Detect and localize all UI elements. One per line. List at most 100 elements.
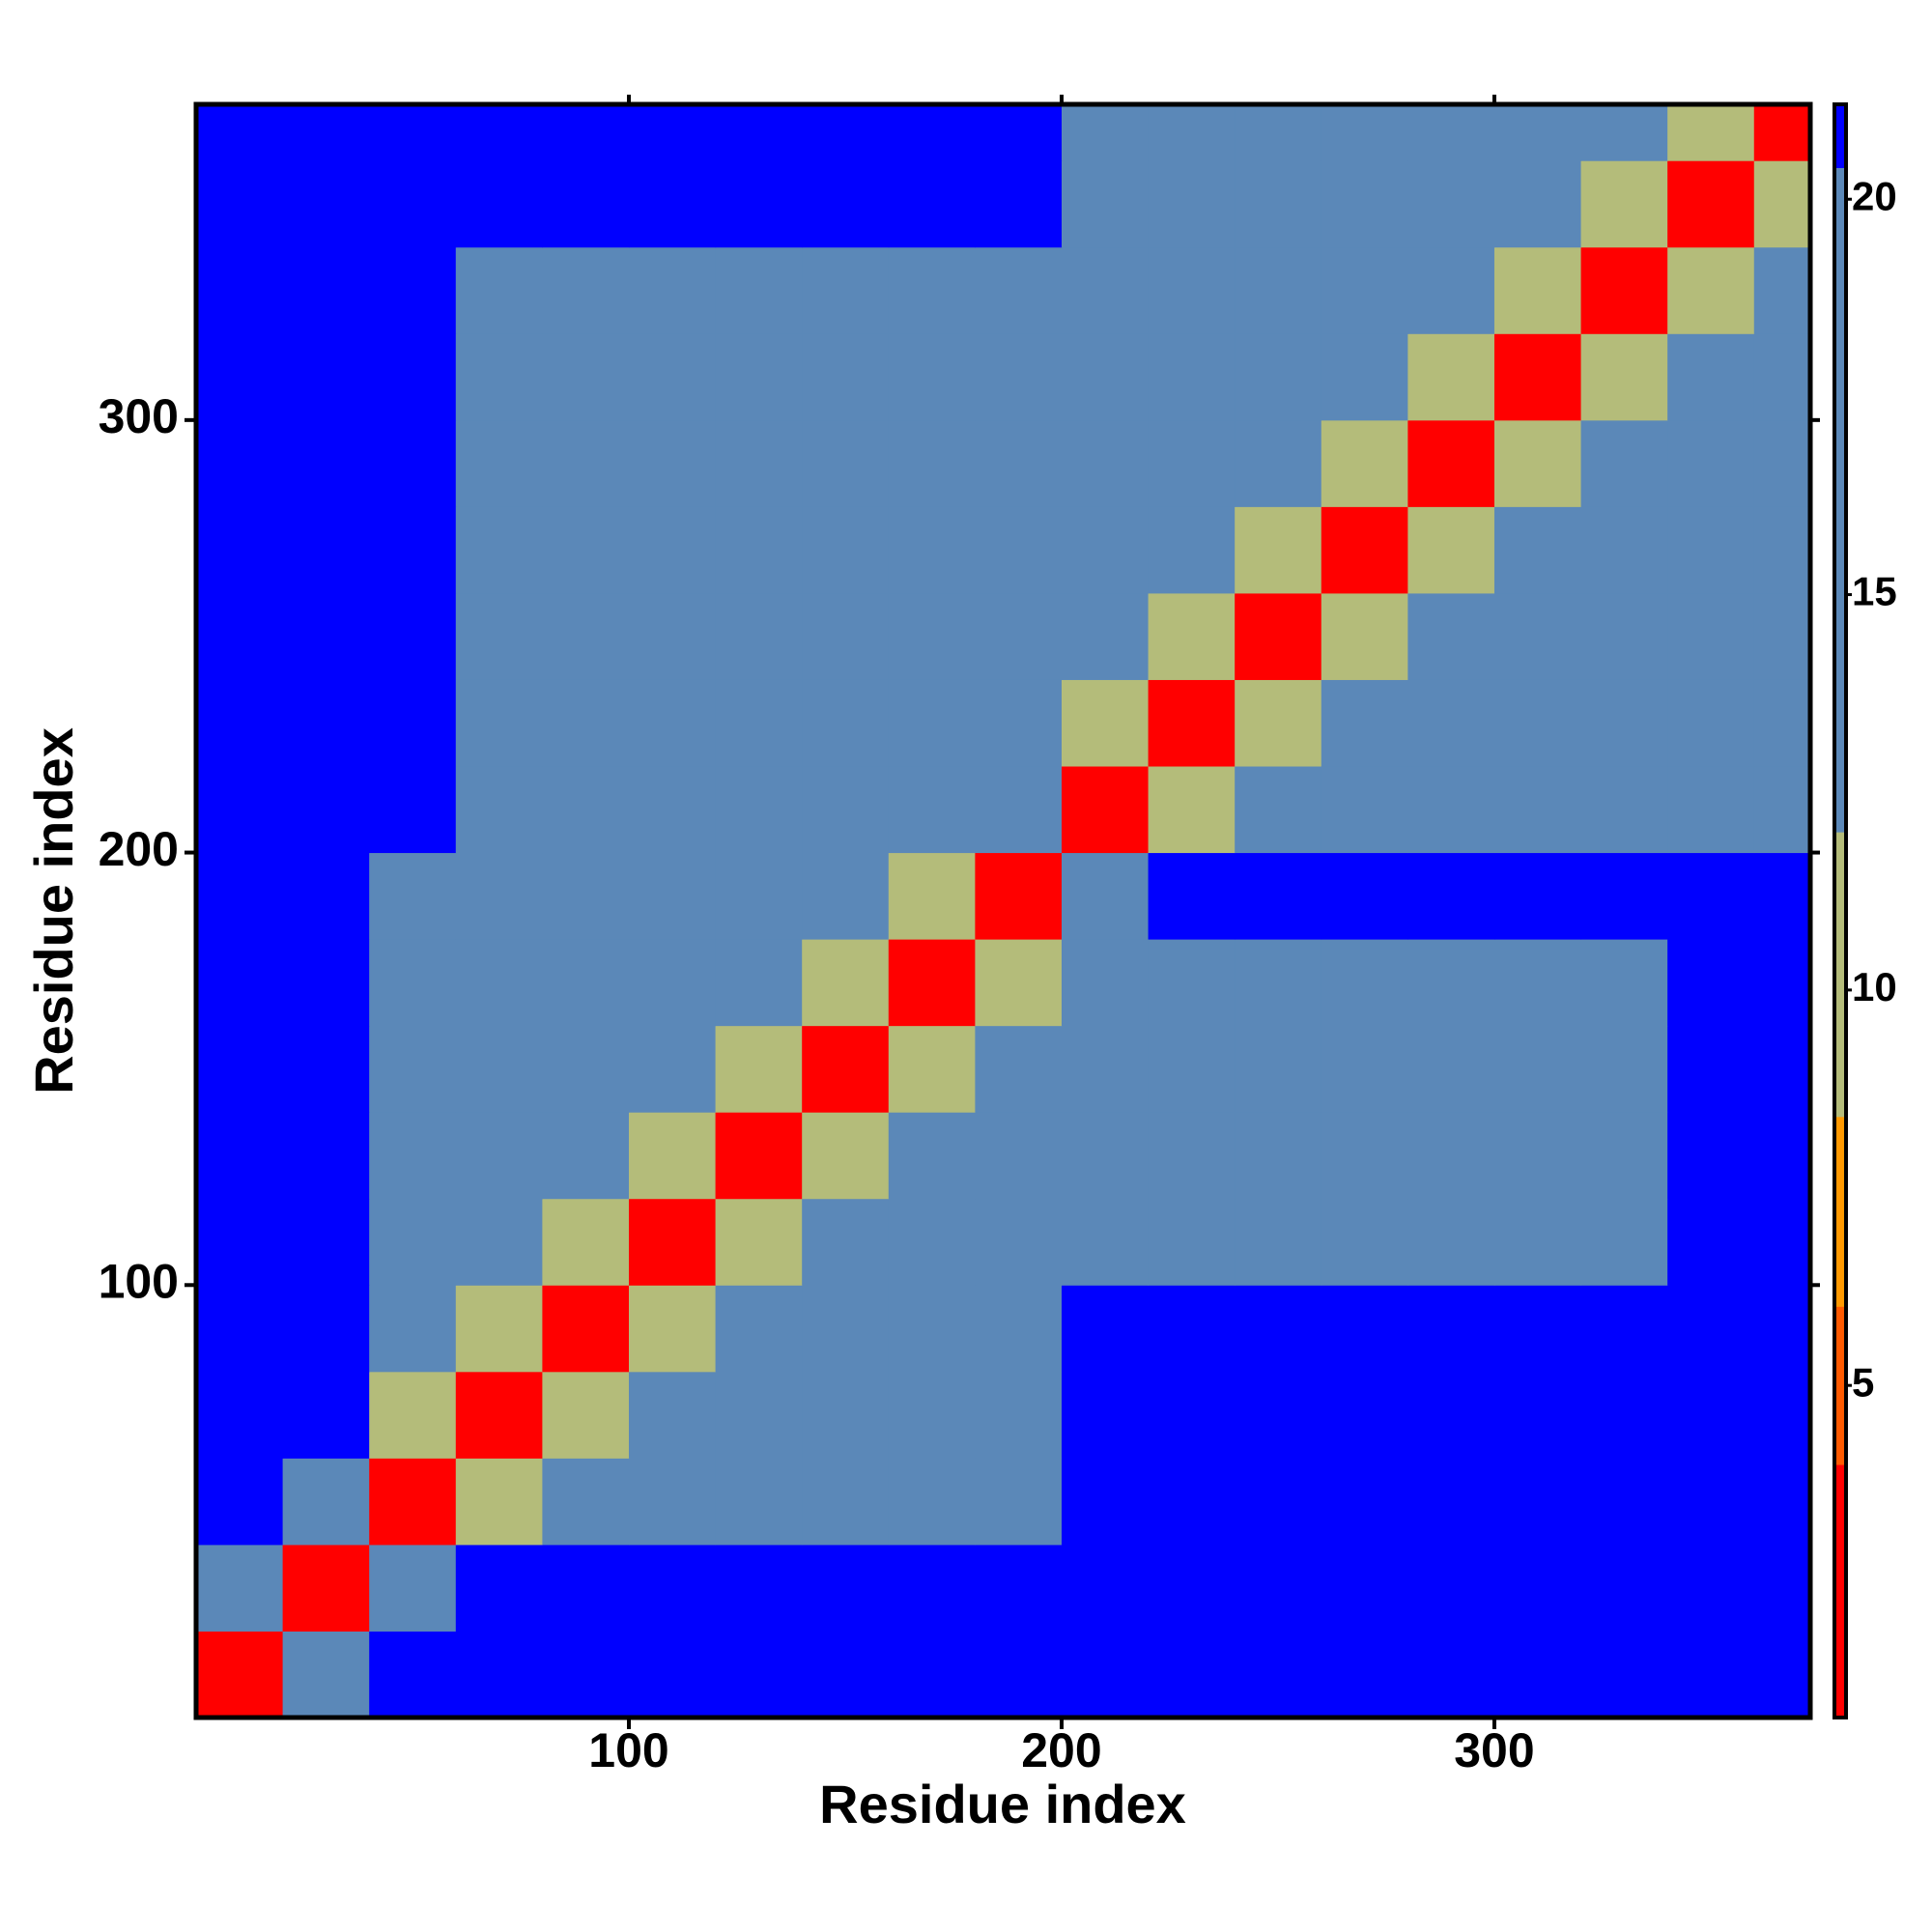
heatmap-cell	[1753, 1198, 1811, 1286]
heatmap-cell	[628, 419, 717, 507]
heatmap-cell	[196, 592, 284, 680]
heatmap-cell	[1667, 592, 1755, 680]
heatmap-cell	[802, 333, 890, 421]
heatmap-cell	[628, 939, 717, 1027]
heatmap-cell	[888, 104, 976, 161]
x-axis-title: Residue index	[819, 1774, 1186, 1834]
heatmap-cell	[888, 246, 976, 334]
heatmap-cell	[975, 766, 1063, 854]
heatmap-cell	[542, 104, 630, 161]
heatmap-cell	[1667, 1458, 1755, 1546]
heatmap-cell	[802, 1371, 890, 1459]
heatmap-cell	[975, 939, 1063, 1027]
heatmap-cell	[628, 1458, 717, 1546]
heatmap-cell	[282, 333, 370, 421]
heatmap-cell	[1321, 679, 1408, 767]
heatmap-cell	[1061, 104, 1150, 161]
heatmap-cell	[1753, 1458, 1811, 1546]
heatmap-cell	[196, 766, 284, 854]
heatmap-cell	[542, 1631, 630, 1719]
heatmap-cell	[1580, 419, 1668, 507]
heatmap-cell	[888, 679, 976, 767]
heatmap-cell	[715, 1371, 803, 1459]
heatmap-cell	[542, 1112, 630, 1200]
heatmap-cell	[455, 1198, 543, 1286]
heatmap-cell	[196, 1544, 284, 1632]
heatmap-cell	[282, 592, 370, 680]
heatmap-cell	[1148, 1544, 1236, 1632]
heatmap-cell	[715, 104, 803, 161]
heatmap-cell	[1148, 1112, 1236, 1200]
heatmap-cell	[282, 1544, 370, 1632]
heatmap-cell	[1061, 1371, 1150, 1459]
heatmap-cell	[715, 1025, 803, 1113]
heatmap-cell	[196, 1631, 284, 1719]
heatmap-cell	[1148, 1198, 1236, 1286]
heatmap-cell	[715, 1198, 803, 1286]
heatmap-cell	[1580, 939, 1668, 1027]
colorbar-segment	[1834, 167, 1846, 833]
heatmap-cell	[282, 1025, 370, 1113]
heatmap-cell	[196, 160, 284, 248]
heatmap-cell	[196, 246, 284, 334]
heatmap-cell	[1407, 766, 1495, 854]
heatmap-cell	[802, 246, 890, 334]
heatmap-cell	[888, 852, 976, 940]
heatmap-cell	[1493, 333, 1582, 421]
heatmap-cell	[1321, 419, 1408, 507]
heatmap-cell	[1407, 592, 1495, 680]
heatmap-cell	[1493, 1285, 1582, 1373]
heatmap-cell	[1667, 246, 1755, 334]
heatmap-cell	[196, 1371, 284, 1459]
heatmap-cell	[715, 160, 803, 248]
heatmap-cell	[888, 1458, 976, 1546]
heatmap-cell	[1235, 506, 1322, 594]
heatmap-cell	[1235, 333, 1322, 421]
heatmap-cell	[1148, 939, 1236, 1027]
heatmap-cell	[1235, 1458, 1322, 1546]
heatmap-cell	[1235, 679, 1322, 767]
heatmap-cell	[802, 506, 890, 594]
heatmap-cell	[369, 939, 457, 1027]
heatmap-cell	[1667, 1631, 1755, 1719]
heatmap-cell	[715, 333, 803, 421]
heatmap-cell	[1580, 1544, 1668, 1632]
heatmap-cell	[1148, 1458, 1236, 1546]
heatmap-cell	[628, 104, 717, 161]
heatmap-cell	[1407, 506, 1495, 594]
heatmap-cell	[282, 419, 370, 507]
heatmap-cell	[715, 1631, 803, 1719]
colorbar-segment	[1834, 832, 1846, 1118]
heatmap-cell	[1321, 1025, 1408, 1113]
heatmap-cell	[1148, 1631, 1236, 1719]
heatmap-cell	[1407, 333, 1495, 421]
heatmap-cell	[1148, 333, 1236, 421]
heatmap-cell	[1580, 1371, 1668, 1459]
plot-frame	[193, 101, 1813, 1720]
colorbar-tick-label: 10	[1852, 964, 1897, 1009]
heatmap-cell	[888, 1198, 976, 1286]
y-tick-label: 300	[99, 389, 179, 443]
heatmap-cell	[1407, 104, 1495, 161]
heatmap-cell	[1753, 1112, 1811, 1200]
heatmap-cell	[455, 1112, 543, 1200]
heatmap-cell	[715, 592, 803, 680]
heatmap-cell	[888, 1631, 976, 1719]
heatmap-cell	[1407, 679, 1495, 767]
heatmap-cell	[802, 766, 890, 854]
heatmap-cell	[802, 419, 890, 507]
heatmap-cell	[282, 104, 370, 161]
heatmap-cell	[1667, 679, 1755, 767]
heatmap-cell	[1321, 1631, 1408, 1719]
heatmap-cell	[715, 679, 803, 767]
heatmap-cell	[455, 852, 543, 940]
heatmap-cell	[282, 1198, 370, 1286]
heatmap-cell	[542, 160, 630, 248]
heatmap-cell	[1235, 1631, 1322, 1719]
x-tick-label: 300	[1454, 1723, 1534, 1777]
heatmap-cell	[628, 1112, 717, 1200]
heatmap-cell	[1148, 766, 1236, 854]
heatmap-cell	[196, 1198, 284, 1286]
heatmap-cell	[1148, 1371, 1236, 1459]
heatmap-cell	[1580, 679, 1668, 767]
